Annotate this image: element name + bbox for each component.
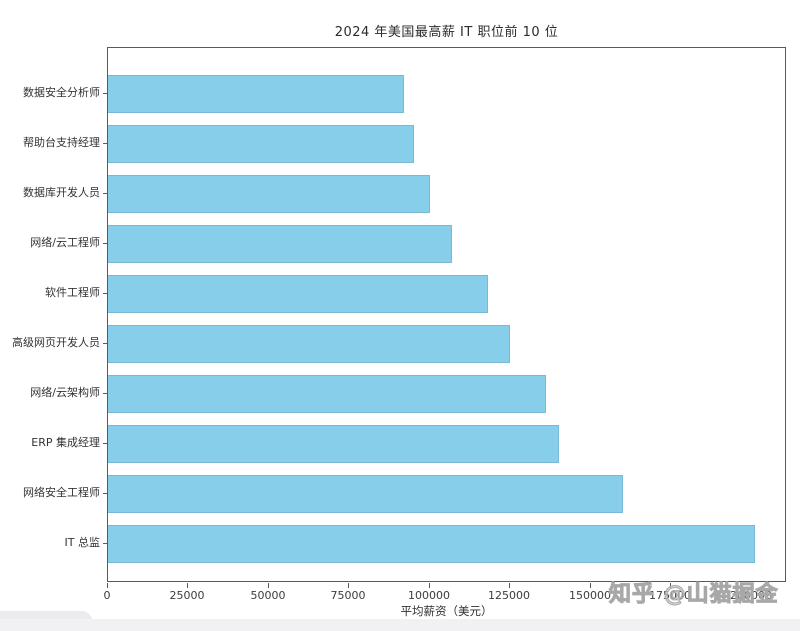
bar (108, 125, 414, 163)
x-tick-label: 25000 (169, 589, 205, 602)
bar (108, 425, 559, 463)
plot-area (107, 47, 786, 582)
y-tick-mark (103, 343, 108, 344)
y-tick-mark (103, 543, 108, 544)
y-tick-mark (103, 193, 108, 194)
x-tick-mark (268, 583, 269, 588)
x-tick-label: 0 (103, 589, 111, 602)
y-tick-mark (103, 393, 108, 394)
y-tick-mark (103, 93, 108, 94)
y-tick-mark (103, 293, 108, 294)
page-background-strip (0, 619, 800, 631)
x-tick-mark (187, 583, 188, 588)
x-tick-mark (751, 583, 752, 588)
bar (108, 475, 623, 513)
bar (108, 275, 488, 313)
chart-title: 2024 年美国最高薪 IT 职位前 10 位 (334, 25, 559, 40)
x-tick-label: 150000 (569, 589, 611, 602)
x-tick-label: 100000 (408, 589, 450, 602)
y-axis-label: 网络/云架构师 (30, 386, 100, 399)
y-tick-mark (103, 143, 108, 144)
x-tick-label: 200000 (730, 589, 772, 602)
y-axis-label: 高级网页开发人员 (12, 336, 100, 349)
bar (108, 75, 404, 113)
x-tick-label: 175000 (649, 589, 691, 602)
y-tick-mark (103, 243, 108, 244)
bar (108, 225, 452, 263)
x-tick-mark (509, 583, 510, 588)
x-tick-label: 50000 (250, 589, 286, 602)
y-axis-label: 网络/云工程师 (30, 236, 100, 249)
watermark: 知乎 @山猫掘金 (609, 582, 779, 608)
x-tick-mark (429, 583, 430, 588)
bar (108, 375, 546, 413)
y-axis-label: 数据库开发人员 (23, 186, 100, 199)
y-axis-label: 帮助台支持经理 (23, 136, 100, 149)
y-tick-mark (103, 443, 108, 444)
bar (108, 325, 510, 363)
x-tick-mark (348, 583, 349, 588)
x-tick-label: 75000 (330, 589, 366, 602)
y-axis-label: 软件工程师 (45, 286, 100, 299)
x-axis-title: 平均薪资（美元） (400, 604, 493, 618)
x-tick-mark (670, 583, 671, 588)
y-axis-label: ERP 集成经理 (31, 436, 100, 449)
bar (108, 175, 430, 213)
bar (108, 525, 755, 563)
y-tick-mark (103, 493, 108, 494)
y-axis-label: 数据安全分析师 (23, 86, 100, 99)
y-axis-label: IT 总监 (64, 536, 100, 549)
x-tick-label: 125000 (488, 589, 530, 602)
x-tick-mark (107, 583, 108, 588)
y-axis-label: 网络安全工程师 (23, 486, 100, 499)
x-tick-mark (590, 583, 591, 588)
